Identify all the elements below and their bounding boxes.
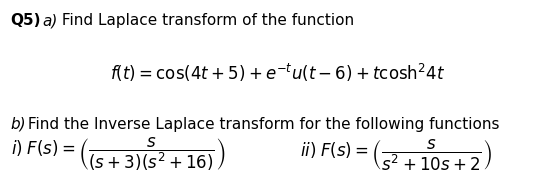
Text: Q5): Q5)	[10, 13, 41, 28]
Text: $i)\; F(s) = \left(\dfrac{s}{(s+3)(s^2+16)}\right)$: $i)\; F(s) = \left(\dfrac{s}{(s+3)(s^2+1…	[11, 136, 225, 173]
Text: $f(t) = \cos(4t + 5) + e^{-t}u(t-6) + t\cosh^{2}\!4t$: $f(t) = \cos(4t + 5) + e^{-t}u(t-6) + t\…	[110, 62, 445, 84]
Text: b): b)	[10, 117, 26, 132]
Text: $ii)\; F(s) = \left(\dfrac{s}{s^2+10s+2}\right)$: $ii)\; F(s) = \left(\dfrac{s}{s^2+10s+2}…	[300, 138, 492, 173]
Text: Find Laplace transform of the function: Find Laplace transform of the function	[57, 13, 354, 28]
Text: a): a)	[42, 13, 58, 28]
Text: Find the Inverse Laplace transform for the following functions: Find the Inverse Laplace transform for t…	[23, 117, 500, 132]
